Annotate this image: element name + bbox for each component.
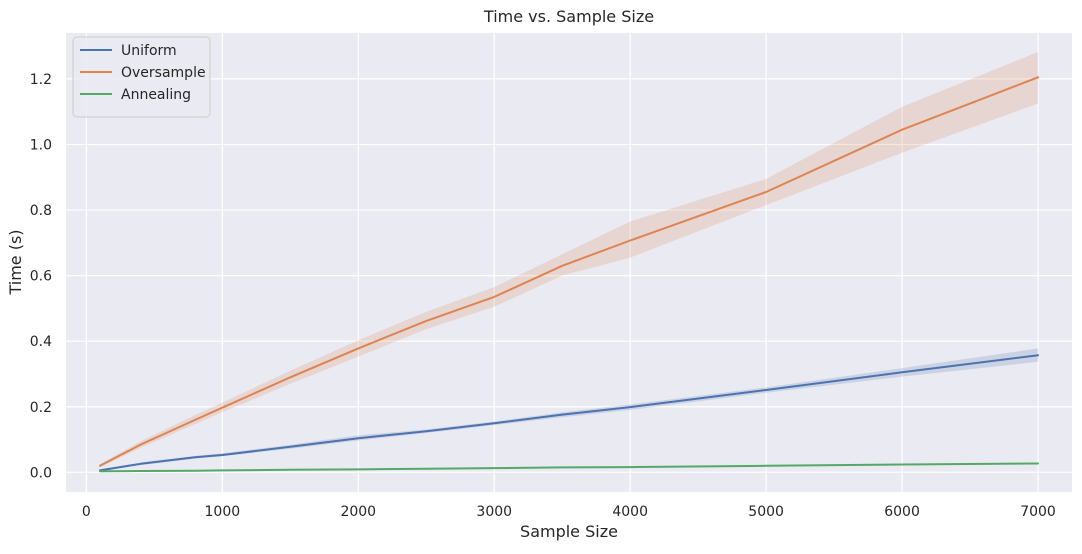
y-tick-label: 0.2 bbox=[30, 400, 52, 416]
uniform-series-line bbox=[99, 354, 1039, 472]
x-tick-label: 6000 bbox=[884, 504, 920, 520]
legend: Uniform Oversample Annealing bbox=[72, 36, 211, 118]
y-tick-label: 1.0 bbox=[30, 137, 52, 153]
y-tick-label: 0.0 bbox=[30, 465, 52, 481]
y-tick-label: 1.2 bbox=[30, 72, 52, 88]
legend-label-uniform: Uniform bbox=[121, 43, 177, 59]
x-tick-label: 7000 bbox=[1020, 504, 1056, 520]
oversample-confidence-band bbox=[100, 52, 1038, 468]
y-axis-label: Time (s) bbox=[6, 229, 25, 295]
x-tick-label: 0 bbox=[82, 504, 91, 520]
x-tick-label: 3000 bbox=[476, 504, 512, 520]
x-tick-label: 4000 bbox=[612, 504, 648, 520]
legend-label-annealing: Annealing bbox=[121, 87, 191, 103]
y-tick-label: 0.8 bbox=[30, 203, 52, 219]
oversample-series-line bbox=[99, 76, 1039, 467]
y-tick-label: 0.4 bbox=[30, 334, 52, 350]
x-tick-label: 5000 bbox=[748, 504, 784, 520]
x-tick-label: 1000 bbox=[205, 504, 241, 520]
chart-title: Time vs. Sample Size bbox=[483, 7, 654, 26]
series-lines bbox=[99, 76, 1039, 473]
x-axis-label: Sample Size bbox=[520, 522, 618, 541]
y-tick-label: 0.6 bbox=[30, 269, 52, 285]
legend-label-oversample: Oversample bbox=[121, 65, 206, 81]
legend-box bbox=[72, 36, 211, 118]
annealing-series-line bbox=[99, 462, 1039, 473]
tick-labels: 0 1000 2000 3000 4000 5000 6000 7000 0.0 0.2 0.4 0.… bbox=[30, 72, 1056, 520]
x-tick-label: 2000 bbox=[340, 504, 376, 520]
grid-lines bbox=[66, 33, 1072, 492]
